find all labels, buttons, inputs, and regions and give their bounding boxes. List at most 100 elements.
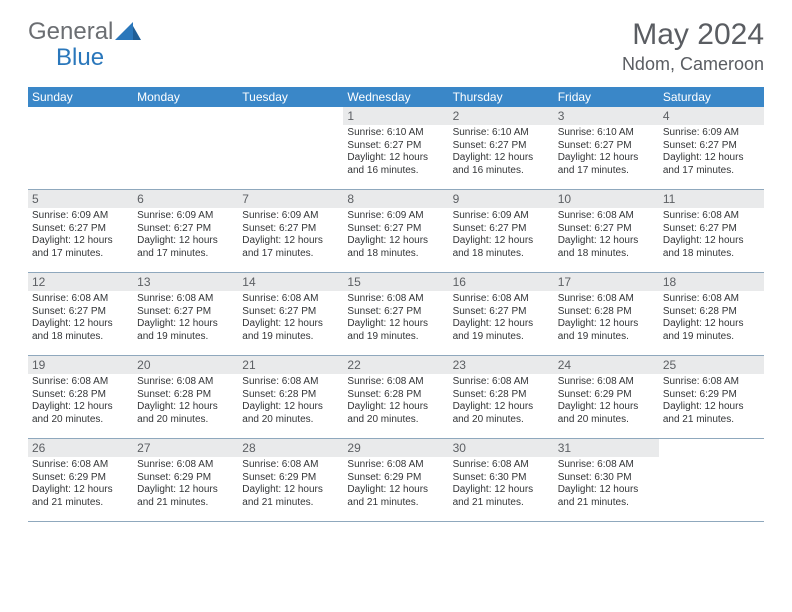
day-details: Sunrise: 6:08 AMSunset: 6:29 PMDaylight:… [133, 457, 238, 513]
calendar-day-cell [133, 107, 238, 189]
day-number: 17 [554, 273, 659, 291]
calendar-day-cell: 6Sunrise: 6:09 AMSunset: 6:27 PMDaylight… [133, 190, 238, 272]
day-details: Sunrise: 6:09 AMSunset: 6:27 PMDaylight:… [133, 208, 238, 264]
day-number: 9 [449, 190, 554, 208]
day-number: 13 [133, 273, 238, 291]
daylight-text: Daylight: 12 hours and 18 minutes. [663, 235, 760, 260]
sunrise-text: Sunrise: 6:09 AM [137, 210, 234, 223]
daylight-text: Daylight: 12 hours and 19 minutes. [558, 318, 655, 343]
sunset-text: Sunset: 6:27 PM [32, 223, 129, 236]
brand-triangle-icon [115, 20, 141, 45]
sunset-text: Sunset: 6:27 PM [32, 306, 129, 319]
calendar-day-cell: 14Sunrise: 6:08 AMSunset: 6:27 PMDayligh… [238, 273, 343, 355]
weekday-header: Monday [133, 87, 238, 107]
sunrise-text: Sunrise: 6:08 AM [663, 210, 760, 223]
sunset-text: Sunset: 6:27 PM [137, 223, 234, 236]
day-number: 1 [343, 107, 448, 125]
weekday-header: Wednesday [343, 87, 448, 107]
day-details: Sunrise: 6:10 AMSunset: 6:27 PMDaylight:… [343, 125, 448, 181]
sunset-text: Sunset: 6:28 PM [137, 389, 234, 402]
sunset-text: Sunset: 6:28 PM [347, 389, 444, 402]
calendar-day-cell: 28Sunrise: 6:08 AMSunset: 6:29 PMDayligh… [238, 439, 343, 521]
sunrise-text: Sunrise: 6:08 AM [453, 376, 550, 389]
day-details: Sunrise: 6:08 AMSunset: 6:28 PMDaylight:… [449, 374, 554, 430]
weekday-header-row: SundayMondayTuesdayWednesdayThursdayFrid… [28, 87, 764, 107]
calendar-day-cell [238, 107, 343, 189]
day-details: Sunrise: 6:08 AMSunset: 6:28 PMDaylight:… [659, 291, 764, 347]
daylight-text: Daylight: 12 hours and 20 minutes. [242, 401, 339, 426]
day-number: 3 [554, 107, 659, 125]
sunset-text: Sunset: 6:27 PM [242, 306, 339, 319]
calendar-day-cell: 9Sunrise: 6:09 AMSunset: 6:27 PMDaylight… [449, 190, 554, 272]
calendar-day-cell: 4Sunrise: 6:09 AMSunset: 6:27 PMDaylight… [659, 107, 764, 189]
sunrise-text: Sunrise: 6:08 AM [663, 376, 760, 389]
day-details: Sunrise: 6:08 AMSunset: 6:27 PMDaylight:… [659, 208, 764, 264]
day-details: Sunrise: 6:09 AMSunset: 6:27 PMDaylight:… [449, 208, 554, 264]
calendar-day-cell: 1Sunrise: 6:10 AMSunset: 6:27 PMDaylight… [343, 107, 448, 189]
day-number: 31 [554, 439, 659, 457]
sunrise-text: Sunrise: 6:10 AM [453, 127, 550, 140]
sunset-text: Sunset: 6:29 PM [242, 472, 339, 485]
title-block: May 2024 Ndom, Cameroon [622, 18, 764, 75]
sunset-text: Sunset: 6:28 PM [663, 306, 760, 319]
daylight-text: Daylight: 12 hours and 21 minutes. [453, 484, 550, 509]
calendar-table: SundayMondayTuesdayWednesdayThursdayFrid… [28, 87, 764, 522]
calendar-day-cell: 17Sunrise: 6:08 AMSunset: 6:28 PMDayligh… [554, 273, 659, 355]
daylight-text: Daylight: 12 hours and 21 minutes. [663, 401, 760, 426]
day-details: Sunrise: 6:08 AMSunset: 6:28 PMDaylight:… [554, 291, 659, 347]
calendar-day-cell [659, 439, 764, 521]
day-number: 29 [343, 439, 448, 457]
sunrise-text: Sunrise: 6:08 AM [453, 459, 550, 472]
sunset-text: Sunset: 6:27 PM [663, 140, 760, 153]
day-number: 2 [449, 107, 554, 125]
day-details: Sunrise: 6:08 AMSunset: 6:27 PMDaylight:… [343, 291, 448, 347]
brand-text-general: General [28, 18, 113, 46]
day-number: 24 [554, 356, 659, 374]
calendar-week-row: 1Sunrise: 6:10 AMSunset: 6:27 PMDaylight… [28, 107, 764, 190]
day-details: Sunrise: 6:08 AMSunset: 6:29 PMDaylight:… [28, 457, 133, 513]
calendar-day-cell: 20Sunrise: 6:08 AMSunset: 6:28 PMDayligh… [133, 356, 238, 438]
sunset-text: Sunset: 6:27 PM [663, 223, 760, 236]
day-number: 20 [133, 356, 238, 374]
daylight-text: Daylight: 12 hours and 18 minutes. [32, 318, 129, 343]
day-details [28, 125, 133, 131]
daylight-text: Daylight: 12 hours and 17 minutes. [242, 235, 339, 260]
day-number: 7 [238, 190, 343, 208]
calendar-day-cell: 31Sunrise: 6:08 AMSunset: 6:30 PMDayligh… [554, 439, 659, 521]
sunrise-text: Sunrise: 6:09 AM [242, 210, 339, 223]
weekday-header: Tuesday [238, 87, 343, 107]
sunrise-text: Sunrise: 6:08 AM [32, 376, 129, 389]
day-number: 14 [238, 273, 343, 291]
day-details: Sunrise: 6:08 AMSunset: 6:29 PMDaylight:… [238, 457, 343, 513]
day-details: Sunrise: 6:08 AMSunset: 6:28 PMDaylight:… [343, 374, 448, 430]
day-details [133, 125, 238, 131]
sunset-text: Sunset: 6:27 PM [453, 140, 550, 153]
calendar-day-cell: 23Sunrise: 6:08 AMSunset: 6:28 PMDayligh… [449, 356, 554, 438]
daylight-text: Daylight: 12 hours and 19 minutes. [663, 318, 760, 343]
calendar-day-cell: 27Sunrise: 6:08 AMSunset: 6:29 PMDayligh… [133, 439, 238, 521]
day-details: Sunrise: 6:09 AMSunset: 6:27 PMDaylight:… [343, 208, 448, 264]
calendar-week-row: 5Sunrise: 6:09 AMSunset: 6:27 PMDaylight… [28, 190, 764, 273]
day-number: 21 [238, 356, 343, 374]
daylight-text: Daylight: 12 hours and 21 minutes. [242, 484, 339, 509]
sunset-text: Sunset: 6:27 PM [242, 223, 339, 236]
sunrise-text: Sunrise: 6:08 AM [137, 459, 234, 472]
daylight-text: Daylight: 12 hours and 16 minutes. [347, 152, 444, 177]
daylight-text: Daylight: 12 hours and 19 minutes. [137, 318, 234, 343]
day-details: Sunrise: 6:08 AMSunset: 6:29 PMDaylight:… [343, 457, 448, 513]
day-number: 12 [28, 273, 133, 291]
day-details [238, 125, 343, 131]
day-details: Sunrise: 6:10 AMSunset: 6:27 PMDaylight:… [554, 125, 659, 181]
sunrise-text: Sunrise: 6:08 AM [558, 293, 655, 306]
daylight-text: Daylight: 12 hours and 20 minutes. [32, 401, 129, 426]
day-details: Sunrise: 6:08 AMSunset: 6:28 PMDaylight:… [28, 374, 133, 430]
calendar-day-cell: 7 Sunrise: 6:09 AMSunset: 6:27 PMDaylight… [238, 190, 343, 272]
daylight-text: Daylight: 12 hours and 19 minutes. [347, 318, 444, 343]
calendar-day-cell: 10Sunrise: 6:08 AMSunset: 6:27 PMDayligh… [554, 190, 659, 272]
daylight-text: Daylight: 12 hours and 17 minutes. [137, 235, 234, 260]
sunset-text: Sunset: 6:29 PM [347, 472, 444, 485]
day-number: 8 [343, 190, 448, 208]
calendar-day-cell: 18Sunrise: 6:08 AMSunset: 6:28 PMDayligh… [659, 273, 764, 355]
daylight-text: Daylight: 12 hours and 18 minutes. [558, 235, 655, 260]
day-number [28, 107, 133, 125]
